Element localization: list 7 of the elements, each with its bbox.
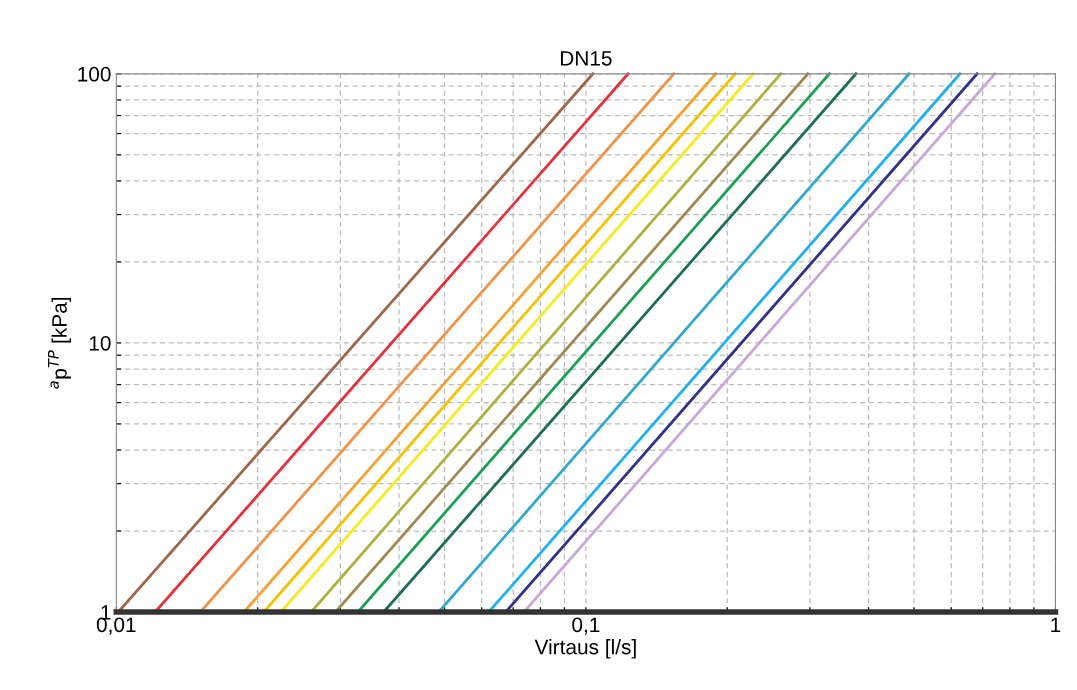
chart-title: DN15 — [560, 51, 612, 66]
y-tick-label: 100 — [78, 66, 111, 82]
y-axis-title: $^{a}$p$^{TP}$ [kPa] — [48, 297, 71, 389]
x-axis-title: Virtaus [l/s] — [534, 639, 636, 659]
x-tick-label: 1 — [1051, 617, 1061, 632]
x-tick-label: 0,1 — [572, 617, 600, 635]
y-tick-label: 10 — [89, 335, 111, 351]
